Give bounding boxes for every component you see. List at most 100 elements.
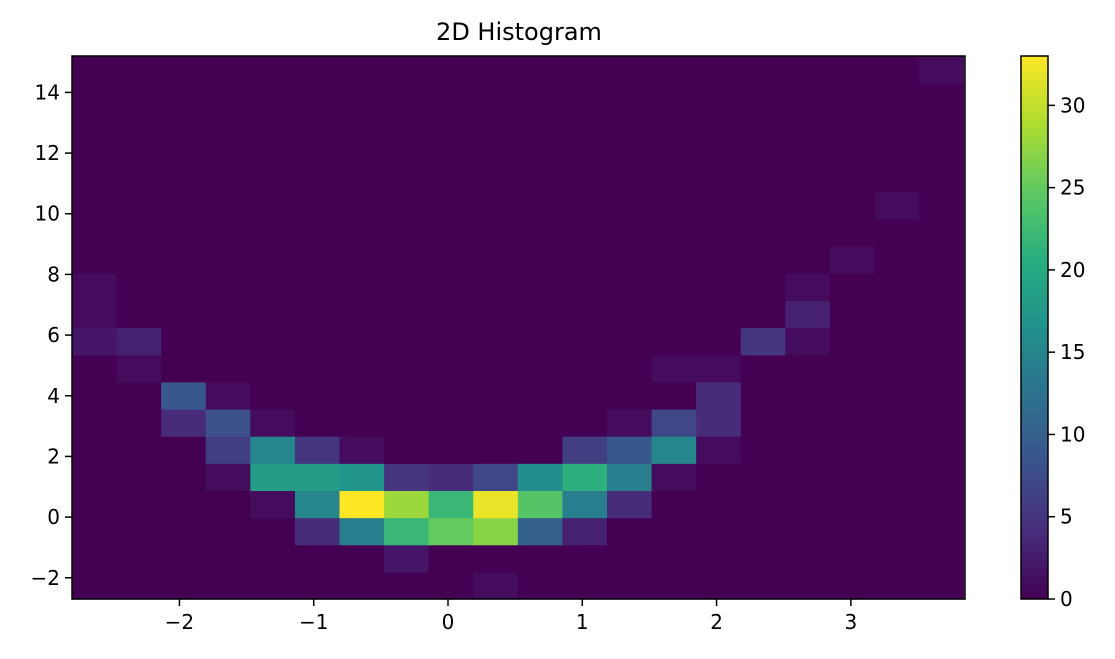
heatmap-cell — [116, 517, 162, 546]
y-tick-label: 6 — [47, 323, 60, 347]
heatmap-cell — [919, 517, 965, 546]
heatmap-cell — [785, 544, 831, 573]
heatmap-cell — [161, 110, 207, 139]
heatmap-cell — [428, 408, 474, 437]
heatmap-cell — [339, 381, 385, 410]
heatmap-cell — [294, 246, 341, 274]
heatmap-cell — [339, 463, 385, 491]
heatmap-cell — [919, 164, 965, 193]
heatmap-cell — [473, 83, 519, 111]
heatmap-cell — [250, 436, 296, 464]
heatmap-cell — [116, 490, 162, 519]
heatmap-cell — [740, 164, 786, 193]
heatmap-cell — [740, 436, 786, 464]
heatmap-cell — [651, 571, 697, 600]
heatmap-cell — [161, 436, 207, 464]
heatmap-cell — [785, 218, 831, 247]
heatmap-cell — [294, 164, 341, 193]
heatmap-cell — [384, 218, 430, 247]
heatmap-cell — [473, 354, 519, 383]
heatmap-cell — [428, 327, 474, 356]
heatmap-cell — [339, 56, 385, 84]
heatmap-cell — [339, 246, 385, 274]
heatmap-cell — [919, 381, 965, 410]
heatmap-cell — [161, 544, 207, 573]
heatmap-cell — [517, 83, 564, 111]
heatmap-cell — [294, 381, 341, 410]
heatmap-cell — [339, 490, 385, 519]
heatmap-cell — [473, 300, 519, 329]
heatmap-cell — [785, 164, 831, 193]
heatmap-cell — [294, 436, 341, 464]
heatmap-cell — [384, 381, 430, 410]
heatmap-cell — [72, 517, 118, 546]
colorbar-tick-label: 20 — [1060, 258, 1085, 282]
heatmap-cell — [116, 164, 162, 193]
heatmap-cell — [473, 436, 519, 464]
heatmap-cell — [205, 273, 251, 301]
heatmap-cell — [562, 463, 608, 491]
heatmap-cell — [874, 517, 920, 546]
heatmap-cell — [473, 571, 519, 600]
heatmap-cell — [250, 381, 296, 410]
heatmap-cell — [785, 246, 831, 274]
heatmap-cell — [740, 517, 786, 546]
x-tick-label: 3 — [844, 610, 857, 634]
heatmap-cell — [562, 164, 608, 193]
heatmap-cell — [829, 490, 876, 519]
heatmap-cell — [339, 164, 385, 193]
heatmap-cell — [161, 327, 207, 356]
heatmap-cell — [517, 408, 564, 437]
heatmap-cell — [874, 246, 920, 274]
heatmap-cell — [740, 300, 786, 329]
heatmap-cell — [562, 246, 608, 274]
heatmap-cell — [696, 56, 742, 84]
heatmap-cell — [919, 218, 965, 247]
heatmap-cell — [740, 354, 786, 383]
heatmap-cell — [339, 273, 385, 301]
heatmap-cell — [428, 164, 474, 193]
heatmap-cell — [562, 56, 608, 84]
heatmap-cell — [606, 490, 653, 519]
heatmap-cell — [517, 137, 564, 166]
heatmap-cell — [874, 408, 920, 437]
heatmap-cell — [829, 571, 876, 600]
heatmap-cell — [473, 381, 519, 410]
heatmap-cell — [606, 544, 653, 573]
heatmap-cell — [428, 490, 474, 519]
heatmap-cell — [919, 354, 965, 383]
heatmap-cell — [919, 408, 965, 437]
heatmap-cell — [294, 137, 341, 166]
heatmap-cell — [294, 408, 341, 437]
heatmap-cell — [339, 137, 385, 166]
heatmap-cell — [517, 246, 564, 274]
heatmap-cell — [161, 463, 207, 491]
heatmap-cell — [740, 571, 786, 600]
heatmap-cell — [72, 110, 118, 139]
heatmap-cell — [785, 300, 831, 329]
heatmap-cell — [606, 463, 653, 491]
heatmap-cell — [116, 408, 162, 437]
heatmap-cell — [72, 300, 118, 329]
heatmap-cell — [606, 110, 653, 139]
heatmap-cell — [517, 218, 564, 247]
heatmap-cell — [72, 408, 118, 437]
x-tick-label: −1 — [299, 610, 328, 634]
heatmap-cell — [205, 218, 251, 247]
heatmap-cell — [740, 83, 786, 111]
heatmap-cell — [339, 517, 385, 546]
heatmap-cell — [517, 544, 564, 573]
heatmap-cell — [294, 191, 341, 220]
heatmap-cell — [384, 408, 430, 437]
heatmap-cell — [116, 137, 162, 166]
heatmap-cell — [740, 218, 786, 247]
heatmap-cell — [829, 273, 876, 301]
heatmap-cell — [384, 110, 430, 139]
heatmap-cell — [473, 408, 519, 437]
heatmap-cell — [651, 517, 697, 546]
heatmap-cell — [473, 517, 519, 546]
heatmap-cell — [606, 83, 653, 111]
heatmap-cell — [517, 273, 564, 301]
heatmap-cell — [606, 408, 653, 437]
heatmap-cell — [696, 327, 742, 356]
